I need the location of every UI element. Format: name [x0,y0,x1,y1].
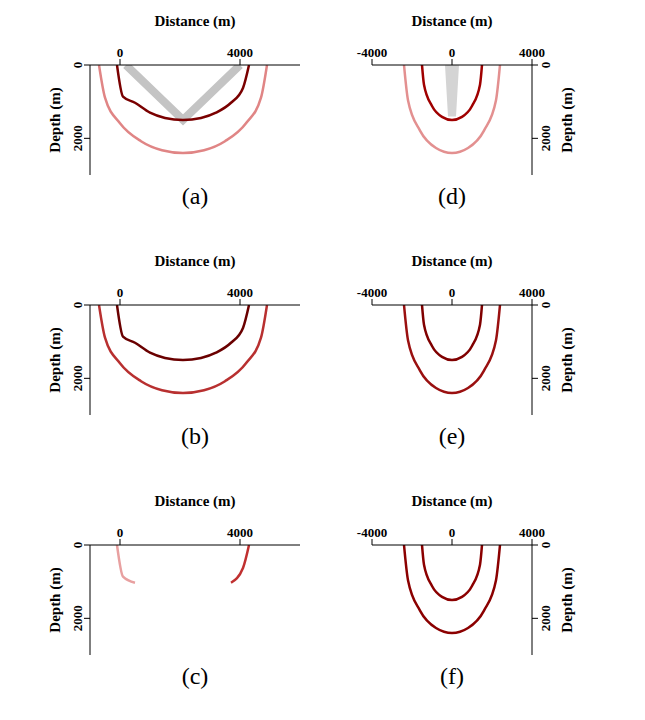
html-text:(c): (c) [181,663,209,689]
svg-text:2000: 2000 [538,605,553,631]
html-text:Depth (m): Depth (m) [559,87,575,153]
svg-text:4000: 4000 [519,525,545,540]
svg-text:0: 0 [538,62,553,69]
svg-text:0: 0 [449,285,456,300]
svg-text:Distance (m): Distance (m) [154,253,235,270]
svg-text:4000: 4000 [227,525,253,540]
svg-text:-4000: -4000 [357,285,387,300]
svg-text:2000: 2000 [538,125,553,151]
svg-text:Distance (m): Distance (m) [154,493,235,510]
svg-text:0: 0 [70,542,85,549]
svg-text:0: 0 [117,285,124,300]
svg-text:2000: 2000 [70,365,85,391]
html-text:Depth (m): Depth (m) [559,327,575,393]
html-text:Depth (m): Depth (m) [559,567,575,633]
svg-text:Distance (m): Distance (m) [154,13,235,30]
svg-text:Distance (m): Distance (m) [411,493,492,510]
svg-text:4000: 4000 [519,285,545,300]
svg-text:0: 0 [538,542,553,549]
svg-text:0: 0 [117,45,124,60]
svg-text:-4000: -4000 [357,525,387,540]
html-text:Depth (m): Depth (m) [47,327,63,393]
html-text:(e): (e) [438,423,466,449]
svg-text:2000: 2000 [538,365,553,391]
svg-text:2000: 2000 [70,605,85,631]
html-text:(d): (d) [438,183,466,209]
html-text:Depth (m): Depth (m) [47,567,63,633]
svg-text:0: 0 [449,45,456,60]
svg-text:4000: 4000 [519,45,545,60]
svg-text:Distance (m): Distance (m) [411,13,492,30]
html-text:(a): (a) [181,183,209,209]
svg-text:2000: 2000 [70,125,85,151]
html-text:(f): (f) [440,663,464,689]
svg-text:4000: 4000 [227,45,253,60]
svg-text:Distance (m): Distance (m) [411,253,492,270]
svg-text:0: 0 [538,302,553,309]
html-text:Depth (m): Depth (m) [47,87,63,153]
svg-text:0: 0 [117,525,124,540]
svg-text:-4000: -4000 [357,45,387,60]
svg-text:0: 0 [70,62,85,69]
svg-text:0: 0 [449,525,456,540]
svg-text:4000: 4000 [227,285,253,300]
html-text:(b): (b) [181,423,209,449]
svg-text:0: 0 [70,302,85,309]
